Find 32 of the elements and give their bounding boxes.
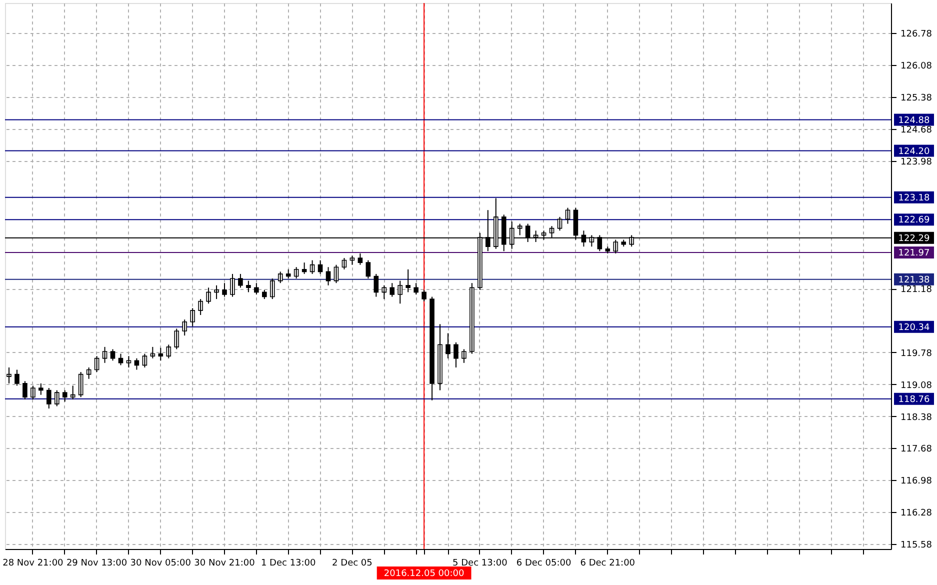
ref-line-label: 121.97: [898, 248, 930, 259]
y-tick-label: 118.38: [900, 412, 932, 423]
ref-line-label: 121.38: [898, 275, 930, 286]
x-tick-label: 6 Dec 21:00: [580, 558, 636, 568]
x-tick-label: 6 Dec 05:00: [516, 558, 572, 568]
y-tick-label: 123.98: [900, 157, 932, 168]
x-tick-label: 1 Dec 13:00: [260, 558, 316, 568]
x-tick-label: 2 Dec 05: [332, 558, 372, 568]
ref-line-label: 124.20: [898, 146, 930, 157]
y-tick-label: 115.58: [900, 540, 932, 550]
y-tick-label: 117.68: [900, 444, 932, 455]
y-tick-label: 126.78: [900, 30, 932, 40]
x-tick-label: 28 Nov 21:00: [2, 558, 64, 568]
x-tick-label: 2016.12.05 00:00: [384, 569, 464, 579]
ref-line-label: 118.76: [898, 394, 930, 405]
ref-line-label: 124.88: [898, 116, 930, 126]
x-tick-label: 5 Dec 13:00: [452, 558, 508, 568]
y-tick-label: 116.28: [900, 508, 932, 519]
y-tick-label: 121.18: [900, 285, 932, 296]
y-tick-label: 126.08: [900, 62, 932, 72]
y-tick-label: 119.78: [900, 348, 932, 359]
y-tick-label: 116.98: [900, 476, 932, 487]
ref-line-label: 122.69: [898, 216, 930, 226]
x-tick-label: 30 Nov 05:00: [130, 558, 192, 568]
ref-line-label: 123.18: [898, 193, 930, 204]
y-tick-label: 125.38: [900, 93, 932, 104]
y-tick-label: 119.08: [900, 380, 932, 391]
ref-line-label: 122.29: [898, 234, 930, 244]
x-tick-label: 30 Nov 21:00: [194, 558, 256, 568]
x-tick-label: 29 Nov 13:00: [66, 558, 128, 568]
ref-line-label: 120.34: [898, 322, 930, 333]
y-tick-label: 124.68: [900, 125, 932, 136]
